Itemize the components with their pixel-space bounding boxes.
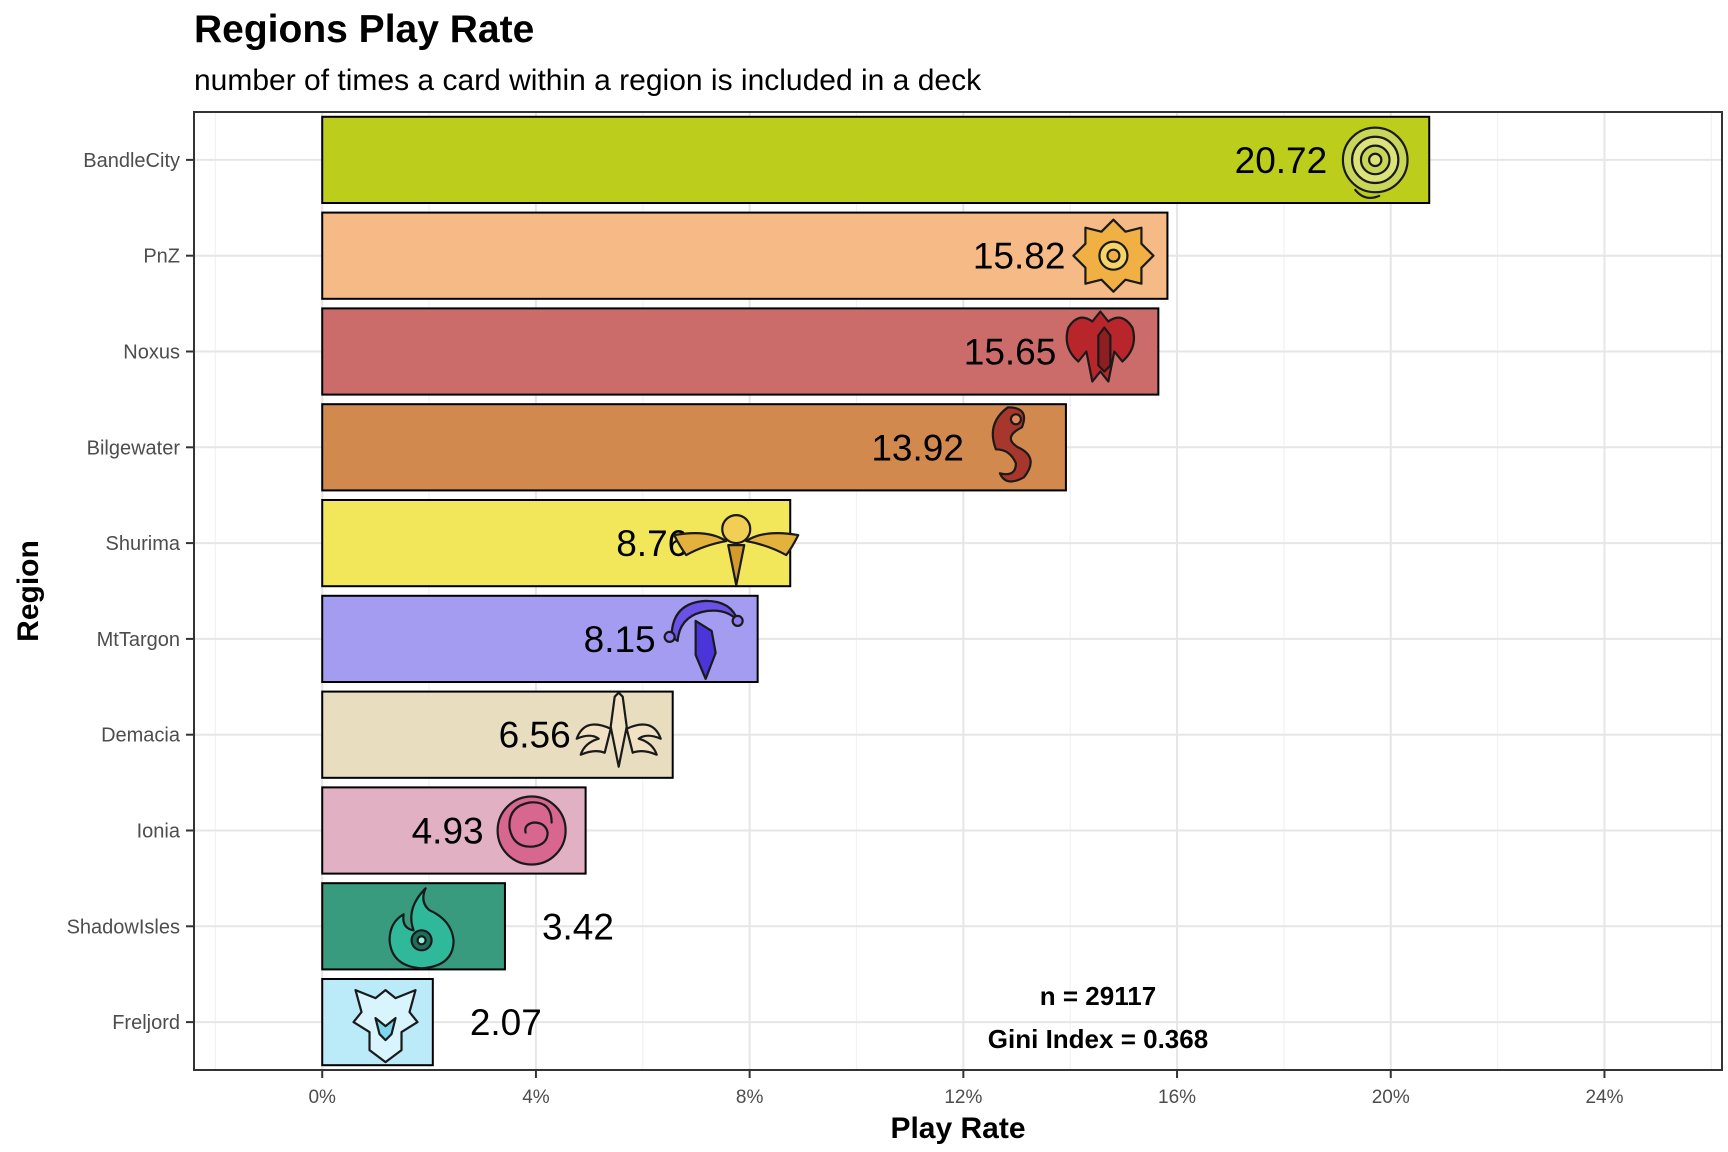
x-tick-label: 20% xyxy=(1372,1087,1410,1108)
x-tick-label: 16% xyxy=(1158,1087,1196,1108)
bilgewater-serpent-icon xyxy=(991,406,1032,483)
freljord-crest-icon xyxy=(352,989,419,1064)
y-tick-label-shurima: Shurima xyxy=(106,533,181,555)
data-label-shurima: 8.76 xyxy=(616,523,688,564)
ionia-spiral-icon xyxy=(496,795,567,866)
y-tick-label-mttargon: MtTargon xyxy=(97,629,180,651)
y-tick-label-pnz: PnZ xyxy=(143,246,180,268)
noxus-helm-icon xyxy=(1065,310,1136,383)
y-axis-title: Region xyxy=(12,540,45,642)
plot-border xyxy=(193,111,1723,1071)
bar-pnz xyxy=(321,211,1169,300)
bandle-city-swirl-icon xyxy=(1341,126,1409,199)
demacia-wings-icon xyxy=(575,691,662,768)
data-label-noxus: 15.65 xyxy=(964,332,1057,373)
targon-crescent-icon xyxy=(663,599,744,680)
x-tick-label: 4% xyxy=(522,1087,550,1108)
piltover-zaun-gear-icon xyxy=(1072,218,1155,293)
data-label-pnz: 15.82 xyxy=(973,236,1066,277)
y-tick-label-demacia: Demacia xyxy=(101,725,181,747)
y-tick-label-bilgewater: Bilgewater xyxy=(87,437,181,459)
data-label-demacia: 6.56 xyxy=(499,715,571,756)
x-tick-label: 12% xyxy=(944,1087,982,1108)
bar-bandlecity xyxy=(321,115,1431,205)
data-label-mttargon: 8.15 xyxy=(584,619,656,660)
y-tick-label-noxus: Noxus xyxy=(123,342,180,364)
y-tick-label-shadowisles: ShadowIsles xyxy=(67,916,180,938)
bar-noxus xyxy=(321,307,1160,396)
y-tick-label-ionia: Ionia xyxy=(137,821,181,843)
data-label-shadowisles: 3.42 xyxy=(542,906,614,947)
data-label-ionia: 4.93 xyxy=(412,811,484,852)
x-tick-label: 24% xyxy=(1585,1087,1623,1108)
chart-subtitle: number of times a card within a region i… xyxy=(194,64,982,97)
x-tick-label: 0% xyxy=(308,1087,336,1108)
y-tick-label-freljord: Freljord xyxy=(112,1012,180,1034)
x-axis-title: Play Rate xyxy=(890,1112,1025,1145)
shurima-sun-disc-icon xyxy=(673,513,800,587)
data-label-bilgewater: 13.92 xyxy=(871,427,964,468)
annotation-gini-index: Gini Index = 0.368 xyxy=(988,1024,1208,1054)
annotation-sample-size: n = 29117 xyxy=(1040,981,1156,1011)
data-label-bandlecity: 20.72 xyxy=(1235,140,1328,181)
data-label-freljord: 2.07 xyxy=(470,1002,542,1043)
x-tick-label: 8% xyxy=(736,1087,764,1108)
chart-title: Regions Play Rate xyxy=(194,8,535,51)
y-tick-label-bandlecity: BandleCity xyxy=(83,150,180,172)
bar-bilgewater xyxy=(321,403,1067,492)
shadow-isles-flame-icon xyxy=(388,887,455,970)
